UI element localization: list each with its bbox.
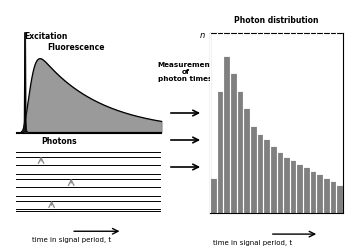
Bar bbox=[257, 134, 263, 212]
Text: Fluorescence: Fluorescence bbox=[47, 44, 105, 52]
Bar bbox=[243, 108, 250, 212]
Bar bbox=[310, 171, 316, 212]
Bar bbox=[330, 181, 336, 212]
Bar bbox=[223, 56, 230, 212]
Bar bbox=[303, 167, 310, 212]
Bar bbox=[217, 91, 223, 212]
Bar bbox=[270, 146, 276, 212]
Text: Excitation: Excitation bbox=[25, 32, 68, 41]
Bar bbox=[230, 73, 237, 212]
Bar bbox=[237, 91, 243, 212]
Bar bbox=[250, 126, 257, 212]
Text: Measurement
of
photon times: Measurement of photon times bbox=[158, 62, 214, 82]
Bar bbox=[296, 164, 303, 212]
Text: n: n bbox=[199, 31, 205, 40]
Bar bbox=[283, 157, 290, 212]
Bar bbox=[276, 152, 283, 212]
Bar bbox=[263, 140, 270, 212]
Bar bbox=[290, 160, 296, 212]
Text: time in signal period, t: time in signal period, t bbox=[213, 240, 292, 246]
Bar bbox=[316, 174, 323, 212]
Text: Photons: Photons bbox=[41, 137, 77, 146]
Bar bbox=[210, 178, 217, 212]
Bar bbox=[323, 178, 330, 212]
Bar bbox=[336, 185, 343, 212]
Text: time in signal period, t: time in signal period, t bbox=[32, 237, 111, 243]
Text: Photon distribution: Photon distribution bbox=[234, 16, 319, 25]
